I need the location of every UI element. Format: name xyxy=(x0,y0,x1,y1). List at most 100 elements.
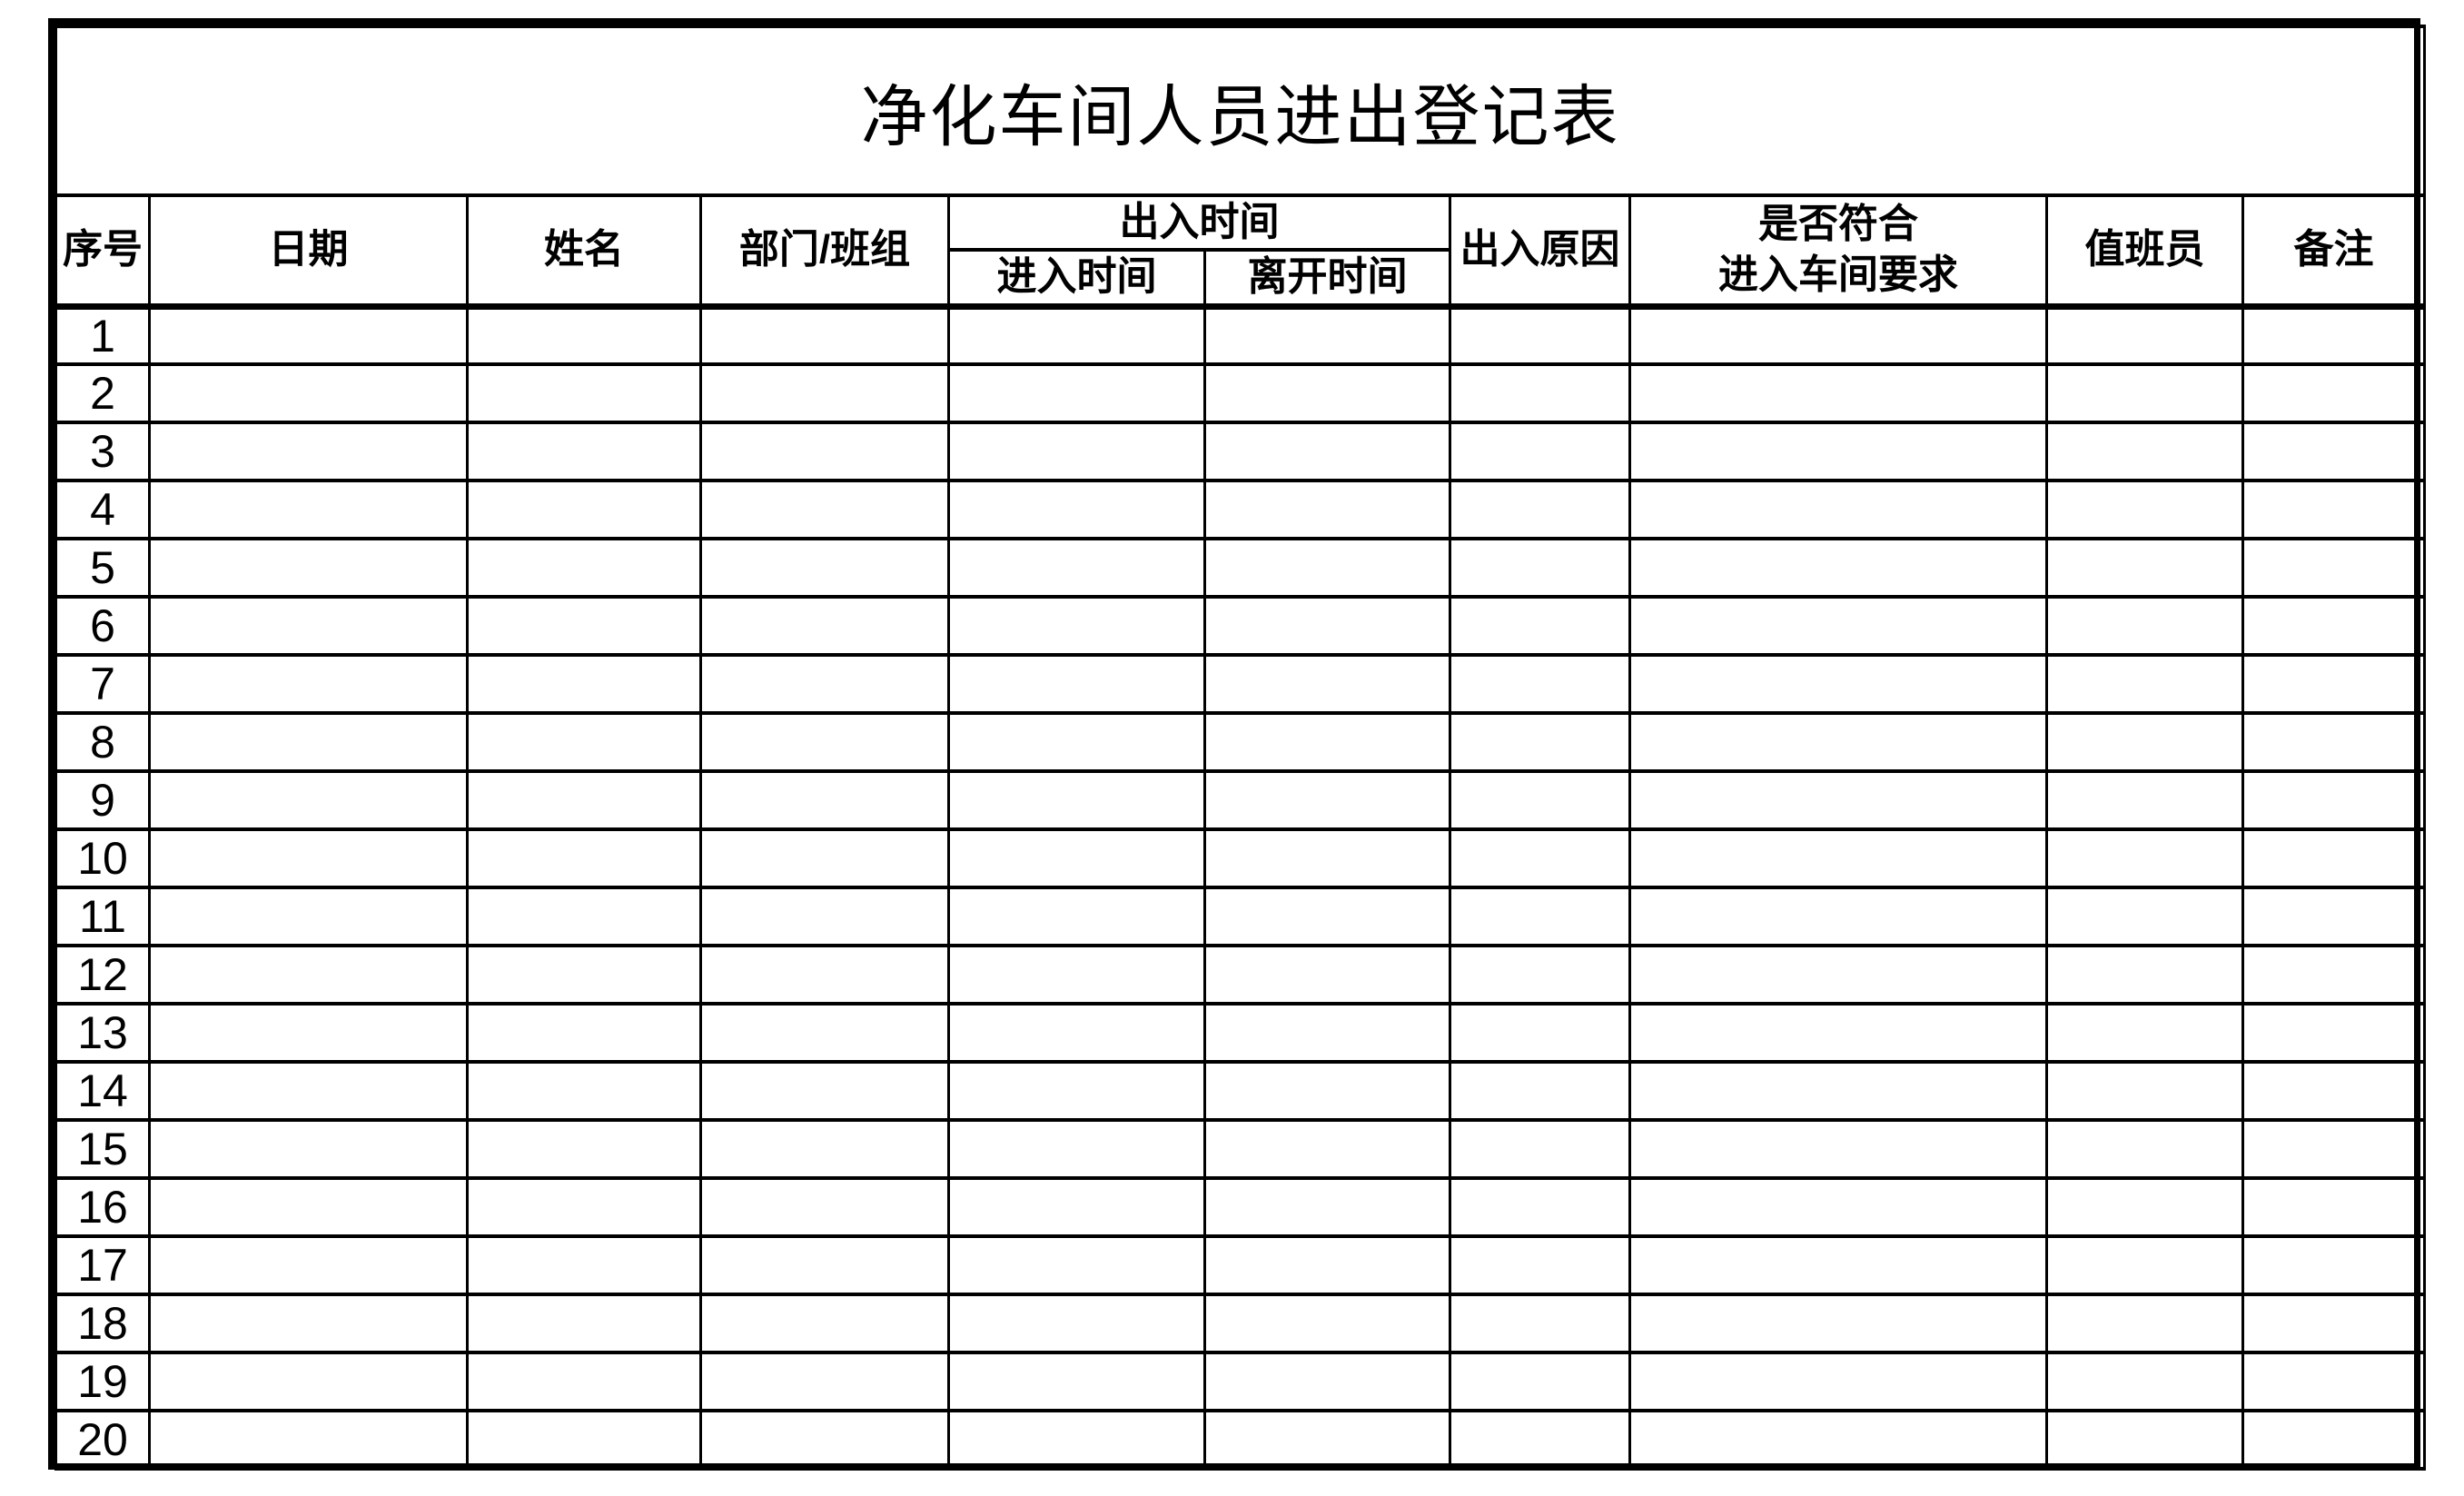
empty-entry-cell xyxy=(148,595,469,658)
empty-entry-cell xyxy=(1203,827,1451,890)
empty-entry-cell xyxy=(699,769,950,832)
empty-entry-cell xyxy=(1449,1118,1631,1181)
empty-entry-cell xyxy=(1628,1234,2048,1297)
empty-entry-cell xyxy=(466,479,702,541)
empty-entry-cell xyxy=(2045,769,2244,832)
empty-entry-cell xyxy=(466,886,702,948)
empty-entry-cell xyxy=(148,1176,469,1239)
empty-entry-cell xyxy=(699,1409,950,1471)
row-serial-number: 5 xyxy=(54,537,151,599)
empty-entry-cell xyxy=(1628,1351,2048,1413)
empty-entry-cell xyxy=(1449,595,1631,658)
empty-entry-cell xyxy=(1628,595,2048,658)
header-row-top: 序号 日期 姓名 部门/班组 出入时间 出入原因 是否符合 进入车间要求 值班员… xyxy=(54,193,2427,310)
table-row: 12 xyxy=(54,944,2427,1006)
table-row: 3 xyxy=(54,421,2427,483)
empty-entry-cell xyxy=(1203,537,1451,599)
empty-entry-cell xyxy=(1203,1234,1451,1297)
empty-entry-cell xyxy=(466,421,702,483)
empty-entry-cell xyxy=(1628,827,2048,890)
row-serial-number: 6 xyxy=(54,595,151,658)
empty-entry-cell xyxy=(2241,886,2427,948)
empty-entry-cell xyxy=(2045,1409,2244,1471)
empty-entry-cell xyxy=(1628,421,2048,483)
row-serial-number: 11 xyxy=(54,886,151,948)
col-header-name: 姓名 xyxy=(466,193,702,310)
empty-entry-cell xyxy=(947,479,1206,541)
empty-entry-cell xyxy=(699,827,950,890)
col-header-department: 部门/班组 xyxy=(699,193,950,310)
empty-entry-cell xyxy=(1449,479,1631,541)
empty-entry-cell xyxy=(1203,1351,1451,1413)
empty-entry-cell xyxy=(947,711,1206,774)
empty-entry-cell xyxy=(1449,944,1631,1006)
empty-entry-cell xyxy=(2045,595,2244,658)
empty-entry-cell xyxy=(2241,1176,2427,1239)
empty-entry-cell xyxy=(947,304,1206,367)
empty-entry-cell xyxy=(2045,711,2244,774)
empty-entry-cell xyxy=(2241,1002,2427,1065)
empty-entry-cell xyxy=(2241,1351,2427,1413)
empty-entry-cell xyxy=(2241,827,2427,890)
empty-entry-cell xyxy=(2241,653,2427,716)
empty-entry-cell xyxy=(1628,886,2048,948)
col-header-duty-officer: 值班员 xyxy=(2045,193,2244,310)
empty-entry-cell xyxy=(2241,362,2427,425)
empty-entry-cell xyxy=(699,421,950,483)
form-title: 净化车间人员进出登记表 xyxy=(54,25,2427,197)
empty-entry-cell xyxy=(947,362,1206,425)
row-serial-number: 16 xyxy=(54,1176,151,1239)
empty-entry-cell xyxy=(466,1176,702,1239)
empty-entry-cell xyxy=(1628,1118,2048,1181)
empty-entry-cell xyxy=(2045,537,2244,599)
empty-entry-cell xyxy=(2045,362,2244,425)
row-serial-number: 1 xyxy=(54,304,151,367)
empty-entry-cell xyxy=(699,1351,950,1413)
empty-entry-cell xyxy=(466,827,702,890)
empty-entry-cell xyxy=(947,1293,1206,1355)
empty-entry-cell xyxy=(947,1351,1206,1413)
empty-entry-cell xyxy=(2241,1234,2427,1297)
table-row: 4 xyxy=(54,479,2427,541)
empty-entry-cell xyxy=(2045,1118,2244,1181)
empty-entry-cell xyxy=(699,711,950,774)
col-header-serial: 序号 xyxy=(54,193,151,310)
empty-entry-cell xyxy=(699,1234,950,1297)
empty-entry-cell xyxy=(699,1176,950,1239)
empty-entry-cell xyxy=(466,1409,702,1471)
empty-entry-cell xyxy=(1449,769,1631,832)
table-row: 11 xyxy=(54,886,2427,948)
empty-entry-cell xyxy=(148,653,469,716)
empty-entry-cell xyxy=(699,1293,950,1355)
empty-entry-cell xyxy=(699,479,950,541)
table-row: 8 xyxy=(54,711,2427,774)
table-row: 6 xyxy=(54,595,2427,658)
table-row: 15 xyxy=(54,1118,2427,1181)
empty-entry-cell xyxy=(148,944,469,1006)
empty-entry-cell xyxy=(699,362,950,425)
empty-entry-cell xyxy=(1203,362,1451,425)
empty-entry-cell xyxy=(1203,1176,1451,1239)
empty-entry-cell xyxy=(148,1351,469,1413)
title-row: 净化车间人员进出登记表 xyxy=(54,25,2427,197)
empty-entry-cell xyxy=(947,1002,1206,1065)
empty-entry-cell xyxy=(1203,479,1451,541)
table-row: 5 xyxy=(54,537,2427,599)
empty-entry-cell xyxy=(2241,1293,2427,1355)
empty-entry-cell xyxy=(699,1118,950,1181)
row-serial-number: 18 xyxy=(54,1293,151,1355)
empty-entry-cell xyxy=(1449,1234,1631,1297)
empty-entry-cell xyxy=(1628,304,2048,367)
empty-entry-cell xyxy=(1449,421,1631,483)
empty-entry-cell xyxy=(1628,1176,2048,1239)
empty-entry-cell xyxy=(2045,304,2244,367)
empty-entry-cell xyxy=(2241,421,2427,483)
empty-entry-cell xyxy=(148,537,469,599)
empty-entry-cell xyxy=(466,1060,702,1123)
empty-entry-cell xyxy=(1628,653,2048,716)
empty-entry-cell xyxy=(947,421,1206,483)
col-header-reason: 出入原因 xyxy=(1449,193,1631,310)
empty-entry-cell xyxy=(466,595,702,658)
col-header-date: 日期 xyxy=(148,193,469,310)
empty-entry-cell xyxy=(1628,1002,2048,1065)
